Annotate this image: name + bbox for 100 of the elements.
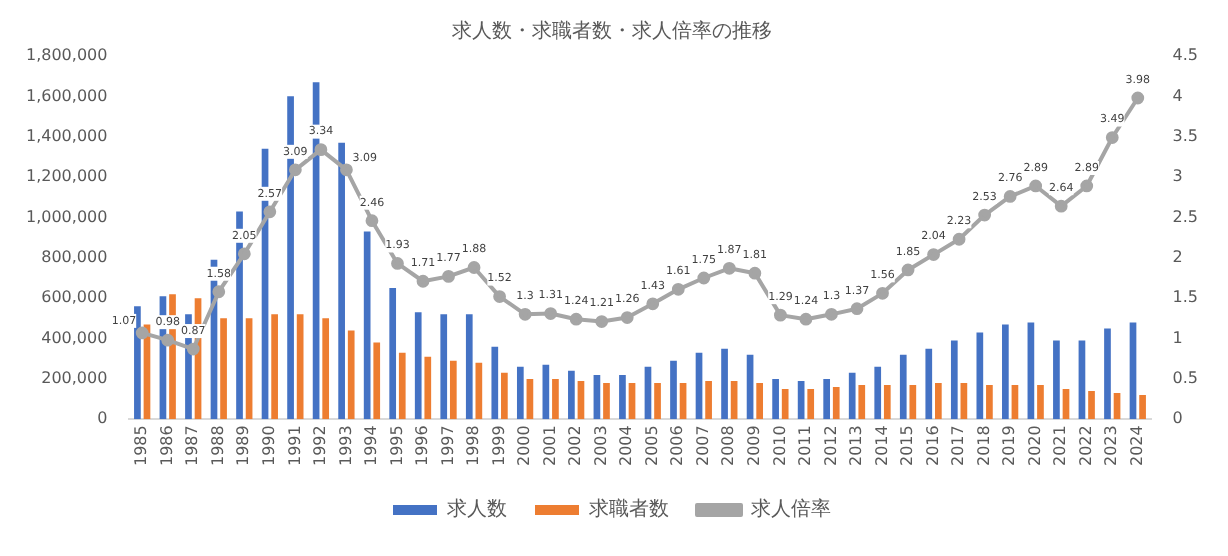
y-tick-label: 0 [97, 409, 108, 428]
bar [245, 318, 253, 420]
x-tick-label: 2015 [898, 425, 917, 466]
x-tick-label: 2001 [540, 425, 559, 466]
bar [1037, 384, 1044, 420]
point [620, 311, 634, 324]
point [901, 263, 915, 277]
x-tick-label: 2013 [847, 425, 866, 466]
x-tick-label: 1993 [336, 425, 355, 466]
bar [721, 348, 728, 420]
point [1054, 199, 1068, 213]
point [1080, 179, 1094, 193]
x-tick-label: 1989 [234, 425, 253, 466]
point [288, 163, 302, 177]
x-tick-label: 2009 [745, 425, 764, 466]
y-tick-label: 400,000 [41, 328, 108, 347]
bar [858, 384, 866, 420]
x-tick-label: 2022 [1076, 425, 1095, 466]
x-tick-label: 1987 [183, 425, 202, 466]
x-tick-label: 1995 [387, 425, 406, 466]
bar [389, 288, 397, 420]
x-tick-label: 2004 [617, 425, 636, 466]
bar [1129, 322, 1137, 420]
bar [475, 362, 483, 420]
bar [322, 318, 330, 420]
bar [501, 372, 508, 420]
x-tick-label: 2007 [693, 425, 712, 466]
y-tick-label: 1,800,000 [25, 46, 108, 65]
bar [220, 318, 227, 420]
y2-tick-label: 1.5 [1172, 288, 1199, 307]
point [186, 342, 200, 356]
point [697, 271, 711, 285]
bar [1088, 391, 1095, 420]
bar [491, 346, 499, 420]
bar [883, 384, 891, 420]
point [774, 308, 787, 322]
y-tick-label: 1,400,000 [25, 126, 108, 145]
bar [398, 352, 406, 420]
point [263, 205, 277, 219]
y2-tick-label: 3 [1172, 167, 1183, 186]
point [569, 312, 583, 326]
bar [363, 231, 371, 420]
point [799, 312, 813, 326]
bar [296, 314, 304, 420]
bar [465, 314, 473, 420]
y2-tick-label: 4 [1172, 86, 1183, 105]
y2-tick-label: 2.5 [1172, 207, 1199, 226]
bar [654, 382, 661, 420]
bar [899, 354, 907, 420]
x-tick-label: 1996 [413, 425, 432, 466]
point [314, 143, 328, 157]
bar [832, 386, 840, 420]
bar [925, 348, 933, 420]
y-tick-label: 1,000,000 [25, 207, 108, 226]
y2-tick-label: 1 [1172, 328, 1183, 347]
bar [271, 314, 278, 420]
y-tick-label: 200,000 [41, 369, 108, 388]
legend-label: 求人数 [447, 497, 507, 522]
point [927, 248, 940, 261]
point [391, 257, 404, 270]
point [1003, 190, 1017, 203]
x-tick-label: 2016 [923, 425, 942, 466]
x-tick-label: 2003 [591, 425, 610, 466]
x-tick-label: 1997 [438, 425, 457, 466]
x-tick-label: 2006 [668, 425, 687, 466]
bar [552, 378, 559, 420]
bar [1002, 324, 1009, 420]
bar [848, 372, 856, 420]
x-tick-label: 2023 [1102, 425, 1121, 466]
x-tick-label: 2008 [719, 425, 738, 466]
bar [935, 382, 942, 420]
point [595, 315, 609, 328]
x-tick-label: 1988 [208, 425, 227, 466]
bar [338, 142, 345, 420]
x-tick-label: 2011 [796, 425, 815, 466]
legend-label: 求人倍率 [751, 497, 831, 522]
y-tick-label: 1,600,000 [25, 86, 108, 105]
x-tick-label: 2002 [566, 425, 585, 466]
point [365, 214, 379, 228]
point [1131, 91, 1145, 105]
bar [670, 360, 677, 420]
point [876, 286, 889, 300]
bar [1139, 395, 1146, 420]
x-tick-label: 2014 [872, 425, 891, 466]
x-tick-label: 2019 [1000, 425, 1019, 466]
point [467, 261, 481, 274]
point [952, 232, 966, 246]
bar [1053, 340, 1060, 420]
point [646, 297, 660, 311]
legend-label: 求職者数 [589, 497, 669, 522]
y2-tick-label: 0.5 [1172, 369, 1199, 388]
x-tick-label: 2024 [1127, 425, 1146, 466]
y-tick-label: 800,000 [41, 247, 108, 266]
point [748, 266, 762, 280]
x-tick-label: 1990 [259, 425, 278, 466]
x-tick-label: 2021 [1051, 425, 1070, 466]
x-tick-label: 1992 [311, 425, 330, 466]
x-tick-label: 2000 [515, 425, 534, 466]
point [135, 326, 149, 340]
bar [807, 389, 815, 420]
